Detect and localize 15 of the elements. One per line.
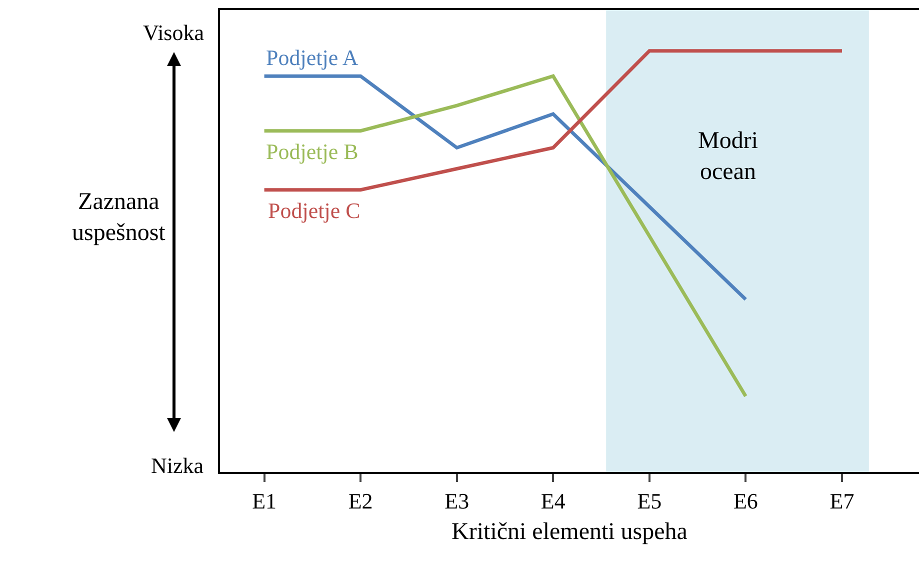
x-tick-label: E7 [830,488,854,514]
x-tick-label: E3 [444,488,470,514]
y-axis-title: Zaznana uspešnost [72,189,166,246]
band-label: Modri ocean [698,128,758,186]
series-label: Podjetje C [268,198,360,223]
x-tick-label: E1 [252,488,277,514]
text: Nizka [151,453,204,478]
x-tick-label: E5 [637,488,662,514]
x-tick-label: E6 [733,488,758,514]
text: Visoka [143,20,204,45]
x-axis-title: Kritični elementi uspeha [452,519,688,546]
series-label: Podjetje A [266,45,358,70]
series-label: Podjetje B [266,139,358,164]
x-tick-label: E4 [540,488,566,514]
x-tick-label: E2 [348,488,373,514]
